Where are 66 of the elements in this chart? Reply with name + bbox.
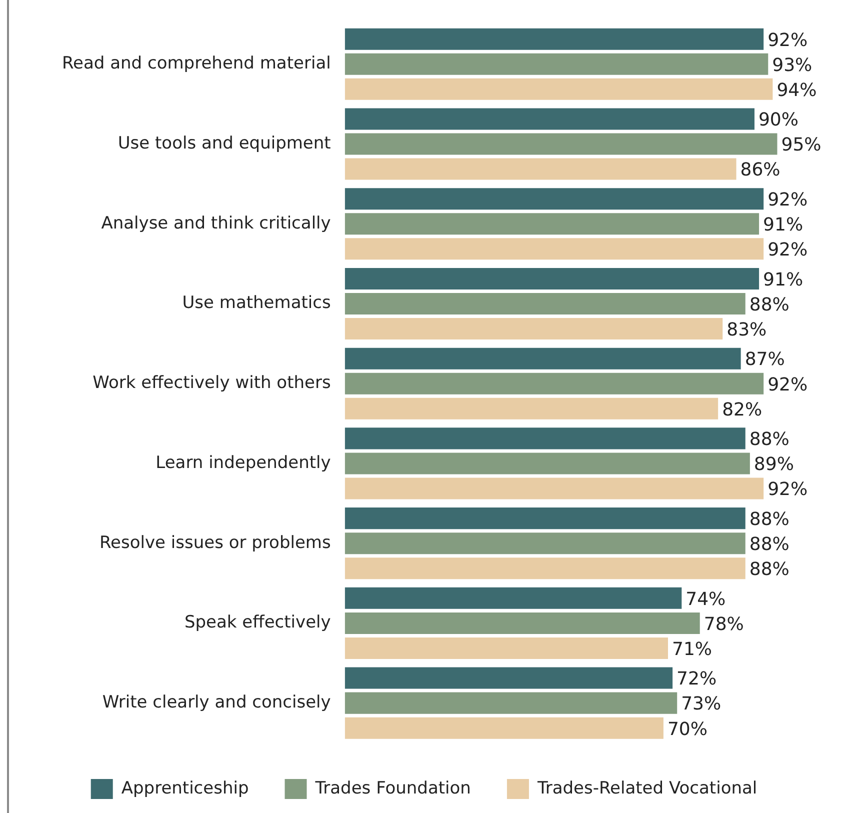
data-label: 91% [763,214,804,236]
bar [344,692,678,714]
data-label: 73% [681,694,722,715]
data-label: 92% [768,240,808,261]
bar [344,348,741,370]
data-label: 82% [722,399,762,420]
data-label: 91% [763,269,804,290]
data-label: 87% [744,349,785,370]
bar [344,53,768,75]
bar [344,292,746,314]
bar [344,558,746,580]
bar [344,318,723,340]
bar [344,428,746,450]
bar [344,667,673,689]
bar [344,188,764,210]
data-label: 88% [749,559,790,580]
y-tick-label: Analyse and think critically [101,213,331,234]
bar [344,717,664,739]
bar [344,398,718,420]
data-label: 88% [749,294,790,316]
bar [344,158,736,180]
data-label: 92% [768,30,808,51]
y-tick-label: Speak effectively [184,612,331,633]
bar [344,268,760,290]
bar [344,612,700,634]
bar [344,108,754,130]
bar [344,452,750,474]
data-label: 92% [768,190,808,211]
bar [344,213,760,235]
bar [344,238,764,260]
legend-label: Trades Foundation [314,778,471,798]
data-label: 71% [672,638,712,660]
y-tick-label: Read and comprehend material [62,54,331,74]
data-label: 88% [749,508,790,530]
bar [344,372,764,394]
data-label: 88% [749,534,790,556]
y-tick-label: Learn independently [156,452,331,473]
data-label: 78% [704,614,744,635]
data-label: 94% [776,80,817,101]
legend-label: Trades-Related Vocational [536,778,758,798]
y-tick-label: Write clearly and concisely [102,692,331,712]
y-tick-label: Use mathematics [182,293,331,314]
data-label: 92% [768,374,808,396]
data-label: 90% [758,110,798,131]
data-label: 72% [676,668,717,690]
legend-label: Apprenticeship [121,778,249,798]
data-label: 83% [726,319,767,340]
bar [344,532,746,554]
data-label: 93% [772,54,812,76]
bar [344,508,746,530]
bar [344,133,778,155]
data-label: 89% [754,454,794,476]
bar [344,78,773,100]
data-label: 74% [686,588,726,610]
bar [344,28,764,50]
y-tick-label: Use tools and equipment [118,133,332,154]
bar [344,478,764,500]
y-tick-label: Work effectively with others [92,373,331,394]
data-label: 88% [749,429,790,450]
data-label: 95% [781,134,822,156]
data-label: 86% [740,160,780,181]
bar [344,637,668,659]
data-label: 70% [667,718,708,740]
data-label: 92% [768,479,808,500]
y-tick-label: Resolve issues or problems [99,532,331,553]
bar [344,587,682,609]
